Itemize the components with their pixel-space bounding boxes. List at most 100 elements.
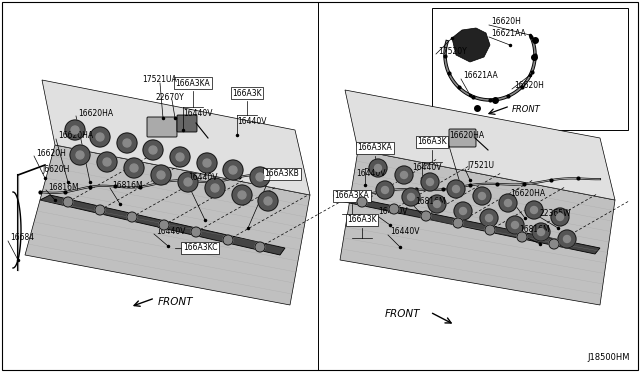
Text: 17520Y: 17520Y — [438, 46, 467, 55]
Polygon shape — [40, 195, 285, 255]
Text: 16684: 16684 — [10, 234, 34, 243]
Circle shape — [525, 201, 543, 219]
Circle shape — [558, 230, 576, 248]
Circle shape — [191, 227, 201, 237]
Circle shape — [357, 197, 367, 207]
Text: J7521U: J7521U — [467, 161, 494, 170]
Circle shape — [433, 201, 440, 208]
Text: 17521UA: 17521UA — [142, 76, 177, 84]
Text: 16440V: 16440V — [378, 208, 408, 217]
Text: 16440V: 16440V — [237, 116, 266, 125]
Circle shape — [205, 178, 225, 198]
Text: 16440V: 16440V — [356, 170, 385, 179]
Circle shape — [402, 188, 420, 206]
Circle shape — [176, 153, 184, 161]
Circle shape — [103, 158, 111, 166]
Text: 16620HA: 16620HA — [78, 109, 113, 118]
Circle shape — [211, 184, 219, 192]
Circle shape — [71, 126, 79, 134]
Circle shape — [178, 172, 198, 192]
Circle shape — [223, 235, 233, 245]
Circle shape — [557, 214, 563, 221]
FancyBboxPatch shape — [177, 115, 197, 132]
Circle shape — [480, 209, 498, 227]
Text: 16816M: 16816M — [415, 198, 445, 206]
Circle shape — [452, 186, 460, 192]
Circle shape — [389, 204, 399, 214]
Text: 166A3K: 166A3K — [417, 138, 447, 147]
Circle shape — [531, 206, 538, 214]
Text: 16621AA: 16621AA — [463, 71, 498, 80]
Circle shape — [159, 220, 169, 230]
Circle shape — [504, 199, 511, 206]
Circle shape — [258, 191, 278, 211]
Circle shape — [123, 139, 131, 147]
Circle shape — [256, 173, 264, 181]
Text: 16620HA: 16620HA — [449, 131, 484, 141]
Circle shape — [486, 215, 493, 221]
Polygon shape — [335, 196, 600, 254]
Circle shape — [428, 195, 446, 213]
Circle shape — [538, 228, 545, 235]
Circle shape — [421, 173, 439, 191]
Circle shape — [130, 164, 138, 172]
Circle shape — [203, 159, 211, 167]
Circle shape — [124, 158, 144, 178]
Circle shape — [485, 225, 495, 235]
Text: 16620HA: 16620HA — [58, 131, 93, 141]
Circle shape — [143, 140, 163, 160]
Circle shape — [232, 185, 252, 205]
Text: J18500HM: J18500HM — [588, 353, 630, 362]
Circle shape — [447, 180, 465, 198]
Circle shape — [460, 208, 467, 215]
Circle shape — [229, 166, 237, 174]
Text: 16620H: 16620H — [36, 148, 66, 157]
Text: FRONT: FRONT — [158, 297, 193, 307]
Circle shape — [90, 127, 110, 147]
Circle shape — [96, 133, 104, 141]
Circle shape — [479, 192, 486, 199]
Circle shape — [238, 191, 246, 199]
Circle shape — [395, 166, 413, 184]
Circle shape — [551, 208, 569, 226]
Circle shape — [369, 159, 387, 177]
Text: 22670Y: 22670Y — [155, 93, 184, 102]
Circle shape — [517, 232, 527, 242]
Circle shape — [453, 218, 463, 228]
Circle shape — [549, 239, 559, 249]
Circle shape — [563, 235, 570, 243]
Text: 166A3KA: 166A3KA — [358, 144, 392, 153]
Polygon shape — [42, 80, 310, 195]
Text: FRONT: FRONT — [385, 309, 420, 319]
Circle shape — [250, 167, 270, 187]
Text: 166A3KB: 166A3KB — [264, 170, 300, 179]
Circle shape — [421, 211, 431, 221]
Text: 16816M: 16816M — [48, 183, 79, 192]
Circle shape — [63, 197, 73, 207]
Circle shape — [454, 202, 472, 220]
Text: 166A3K: 166A3K — [232, 89, 262, 97]
Circle shape — [170, 147, 190, 167]
Circle shape — [70, 145, 90, 165]
Circle shape — [184, 178, 192, 186]
Circle shape — [401, 171, 408, 179]
Text: 16621AA: 16621AA — [491, 29, 525, 38]
Circle shape — [127, 212, 137, 222]
Polygon shape — [452, 28, 490, 62]
Circle shape — [473, 187, 491, 205]
Circle shape — [374, 164, 381, 171]
Circle shape — [499, 194, 517, 212]
Circle shape — [97, 152, 117, 172]
Text: 16440V: 16440V — [390, 228, 419, 237]
Circle shape — [264, 197, 272, 205]
Text: 166A3K: 166A3K — [347, 215, 377, 224]
Text: 166A3KC: 166A3KC — [183, 244, 217, 253]
Text: 22365W: 22365W — [540, 208, 572, 218]
FancyBboxPatch shape — [147, 117, 177, 137]
Circle shape — [95, 205, 105, 215]
Polygon shape — [25, 145, 310, 305]
Polygon shape — [345, 90, 615, 200]
Text: 16440V: 16440V — [188, 173, 218, 182]
Text: 16620HA: 16620HA — [510, 189, 545, 198]
Circle shape — [65, 120, 85, 140]
